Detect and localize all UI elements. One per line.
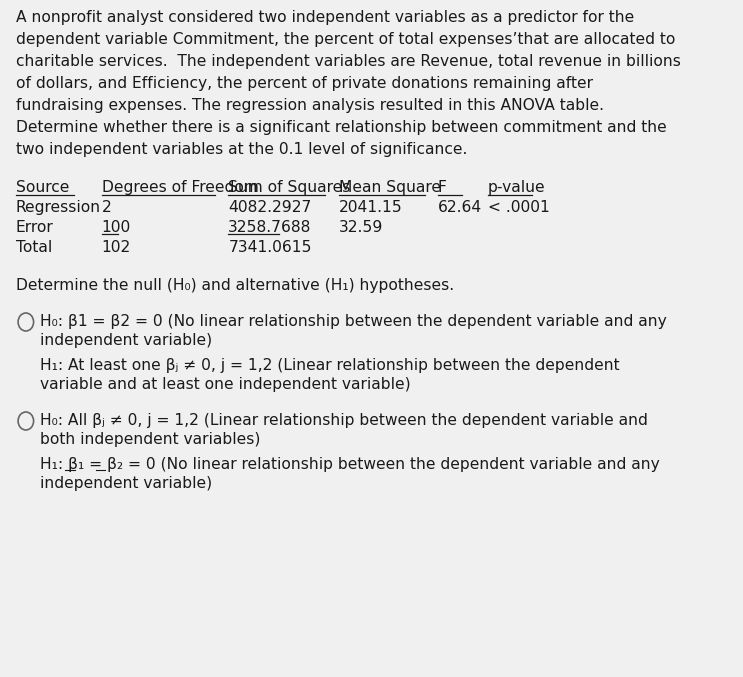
Text: Total: Total xyxy=(16,240,52,255)
Text: Determine the null (H₀) and alternative (H₁) hypotheses.: Determine the null (H₀) and alternative … xyxy=(16,278,454,293)
Text: 32.59: 32.59 xyxy=(339,220,383,235)
Text: 2041.15: 2041.15 xyxy=(339,200,402,215)
Text: both independent variables): both independent variables) xyxy=(39,432,260,447)
Text: A nonprofit analyst considered two independent variables as a predictor for the: A nonprofit analyst considered two indep… xyxy=(16,10,634,25)
Text: 7341.0615: 7341.0615 xyxy=(228,240,312,255)
Text: 4082.2927: 4082.2927 xyxy=(228,200,311,215)
Text: H₁: At least one βⱼ ≠ 0, j = 1,2 (Linear relationship between the dependent: H₁: At least one βⱼ ≠ 0, j = 1,2 (Linear… xyxy=(39,358,619,373)
Text: H₀: All βⱼ ≠ 0, j = 1,2 (Linear relationship between the dependent variable and: H₀: All βⱼ ≠ 0, j = 1,2 (Linear relation… xyxy=(39,413,647,428)
Text: F: F xyxy=(438,180,447,195)
Text: < .0001: < .0001 xyxy=(487,200,549,215)
Text: 100: 100 xyxy=(102,220,131,235)
Text: 102: 102 xyxy=(102,240,131,255)
Text: fundraising expenses. The regression analysis resulted in this ANOVA table.: fundraising expenses. The regression ana… xyxy=(16,98,603,113)
Text: Regression: Regression xyxy=(16,200,100,215)
Text: 2: 2 xyxy=(102,200,111,215)
Text: two independent variables at the 0.1 level of significance.: two independent variables at the 0.1 lev… xyxy=(16,142,467,157)
Text: 3258.7688: 3258.7688 xyxy=(228,220,311,235)
Text: Source: Source xyxy=(16,180,69,195)
Text: Determine whether there is a significant relationship between commitment and the: Determine whether there is a significant… xyxy=(16,120,666,135)
Text: charitable services.  The independent variables are Revenue, total revenue in bi: charitable services. The independent var… xyxy=(16,54,681,69)
Text: Degrees of Freedom: Degrees of Freedom xyxy=(102,180,259,195)
Text: H₀: β1 = β2 = 0 (No linear relationship between the dependent variable and any: H₀: β1 = β2 = 0 (No linear relationship … xyxy=(39,314,666,329)
Text: independent variable): independent variable) xyxy=(39,476,212,491)
Text: Sum of Squares: Sum of Squares xyxy=(228,180,351,195)
Text: H₁: β₁ = β₂ = 0 (No linear relationship between the dependent variable and any: H₁: β₁ = β₂ = 0 (No linear relationship … xyxy=(39,457,659,472)
Text: variable and at least one independent variable): variable and at least one independent va… xyxy=(39,377,410,392)
Text: dependent variable Commitment, the percent of total expensesʼthat are allocated : dependent variable Commitment, the perce… xyxy=(16,32,675,47)
Text: Error: Error xyxy=(16,220,53,235)
Text: of dollars, and Efficiency, the percent of private donations remaining after: of dollars, and Efficiency, the percent … xyxy=(16,76,592,91)
Text: Mean Square: Mean Square xyxy=(339,180,441,195)
Text: p-value: p-value xyxy=(487,180,545,195)
Text: 62.64: 62.64 xyxy=(438,200,481,215)
Text: independent variable): independent variable) xyxy=(39,333,212,348)
